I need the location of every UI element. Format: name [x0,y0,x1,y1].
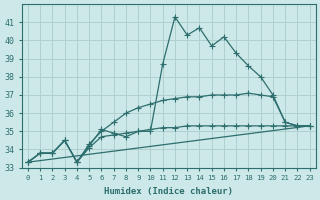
X-axis label: Humidex (Indice chaleur): Humidex (Indice chaleur) [104,187,233,196]
